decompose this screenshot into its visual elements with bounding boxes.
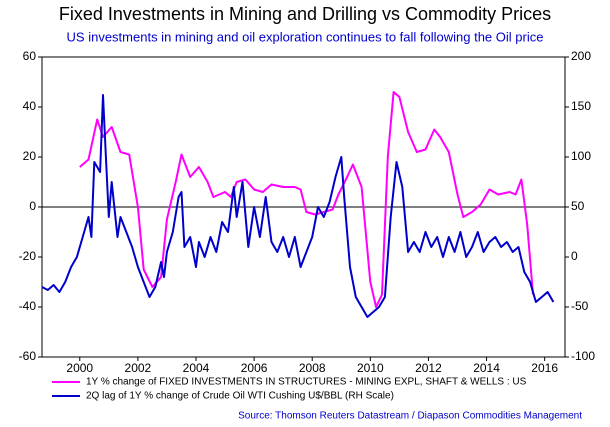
- source-note: Source: Thomson Reuters Datastream / Dia…: [238, 411, 582, 422]
- y-tick-label: 20: [23, 149, 37, 163]
- legend-label: 2Q lag of 1Y % change of Crude Oil WTI C…: [86, 391, 394, 402]
- chart-title: Fixed Investments in Mining and Drilling…: [59, 4, 551, 24]
- y-tick-label: 60: [23, 49, 37, 63]
- x-tick-label: 2006: [241, 361, 268, 375]
- y-tick-label: 40: [23, 99, 37, 113]
- y2-tick-label: -50: [571, 299, 589, 313]
- x-tick-label: 2014: [473, 361, 500, 375]
- y2-tick-label: 0: [571, 249, 578, 263]
- y-tick-label: -60: [19, 349, 37, 363]
- x-tick-label: 2016: [531, 361, 558, 375]
- y-tick-label: -20: [19, 249, 37, 263]
- x-tick-label: 2002: [125, 361, 152, 375]
- y2-tick-label: 150: [571, 99, 591, 113]
- y2-tick-label: 50: [571, 199, 585, 213]
- x-tick-label: 2004: [183, 361, 210, 375]
- chart-subtitle: US investments in mining and oil explora…: [67, 29, 544, 44]
- y2-tick-label: -100: [571, 349, 595, 363]
- y-tick-label: -40: [19, 299, 37, 313]
- y2-tick-label: 200: [571, 49, 591, 63]
- x-tick-label: 2008: [299, 361, 326, 375]
- series-line: [41, 94, 555, 318]
- x-tick-label: 2012: [415, 361, 442, 375]
- y2-tick-label: 100: [571, 149, 591, 163]
- y-tick-label: 0: [29, 199, 36, 213]
- legend-label: 1Y % change of FIXED INVESTMENTS IN STRU…: [86, 377, 527, 388]
- series-line: [79, 91, 534, 308]
- x-tick-label: 2010: [357, 361, 384, 375]
- x-tick-label: 2000: [66, 361, 93, 375]
